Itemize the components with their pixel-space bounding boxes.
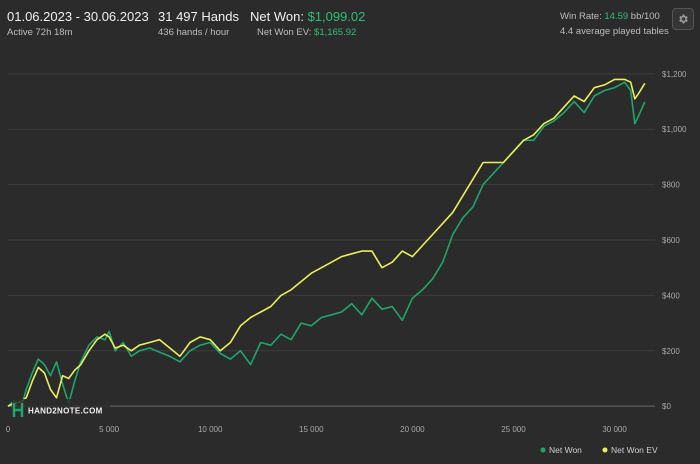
y-tick-label: $600	[662, 236, 680, 245]
avg-tables: 4.4 average played tables	[560, 26, 669, 37]
legend: Net Won Net Won EV	[540, 445, 658, 455]
net-won-label: Net Won:	[250, 9, 308, 24]
stats-header: 01.06.2023 - 30.06.2023 Active 72h 18m 3…	[0, 0, 700, 52]
grid	[8, 73, 655, 407]
y-tick-label: $0	[662, 402, 671, 411]
legend-marker-net-won-ev	[602, 447, 608, 453]
hand2note-logo: HAND2NOTE.COM	[12, 399, 110, 421]
y-tick-label: $200	[662, 347, 680, 356]
y-axis: $0 $200 $400 $600 $800 $1,000 $1,200	[662, 70, 687, 411]
x-tick-label: 5 000	[99, 425, 120, 434]
logo-backdrop	[12, 399, 110, 421]
series-net-won-line	[7, 81, 646, 413]
net-won-ev-value: $1,165.92	[314, 27, 357, 38]
win-rate-unit: bb/100	[628, 11, 660, 22]
series-net-won-ev-line	[7, 78, 646, 407]
active-time: Active 72h 18m	[7, 27, 73, 38]
legend-label-net-won: Net Won	[549, 445, 582, 455]
gear-icon	[679, 14, 688, 24]
hands-per-hour: 436 hands / hour	[158, 27, 230, 38]
y-tick-label: $800	[662, 181, 680, 190]
x-tick-label: 10 000	[198, 425, 223, 434]
series-layer	[7, 78, 646, 413]
win-rate-label: Win Rate:	[560, 11, 605, 22]
y-tick-label: $1,000	[662, 125, 687, 134]
y-tick-label: $400	[662, 291, 680, 300]
x-axis: 0 5 000 10 000 15 000 20 000 25 000 30 000	[6, 425, 628, 434]
logo-text: HAND2NOTE.COM	[28, 407, 103, 416]
profit-chart: $0 $200 $400 $600 $800 $1,000 $1,200 0 5 000 10 …	[6, 70, 687, 455]
net-won-ev-label: Net Won EV:	[257, 27, 315, 38]
net-won: Net Won: $1,099.02	[250, 9, 365, 24]
win-rate: Win Rate: 14.59 bb/100	[560, 11, 660, 22]
x-tick-label: 20 000	[400, 425, 425, 434]
logo-mark-icon	[12, 403, 24, 417]
x-tick-label: 15 000	[299, 425, 324, 434]
net-won-ev: Net Won EV: $1,165.92	[257, 27, 356, 38]
x-tick-label: 30 000	[602, 425, 627, 434]
x-tick-label: 25 000	[501, 425, 526, 434]
win-rate-value: 14.59	[604, 11, 629, 22]
date-range: 01.06.2023 - 30.06.2023	[7, 9, 149, 24]
legend-marker-net-won	[540, 447, 546, 453]
hands-count: 31 497 Hands	[158, 9, 239, 24]
y-tick-label: $1,200	[662, 70, 687, 79]
x-tick-label: 0	[6, 425, 11, 434]
settings-button[interactable]	[672, 8, 694, 30]
net-won-value: $1,099.02	[307, 9, 366, 24]
legend-label-net-won-ev: Net Won EV	[611, 445, 658, 455]
